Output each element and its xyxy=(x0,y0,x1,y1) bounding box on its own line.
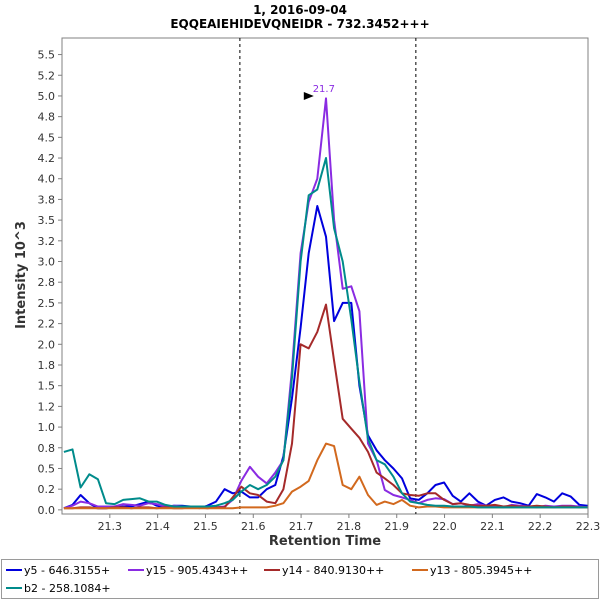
peak-arrow-icon xyxy=(303,91,314,100)
y-tick-label: 1.0 xyxy=(38,421,56,434)
y-tick-label: 3.2 xyxy=(38,235,56,248)
y-tick-label: 4.8 xyxy=(38,111,56,124)
plot-frame xyxy=(61,37,589,515)
legend-entry: y15 - 905.4343++ xyxy=(146,564,248,577)
peak-boundaries xyxy=(239,38,417,514)
legend-box xyxy=(1,559,599,599)
x-tick-label: 21.3 xyxy=(98,520,123,533)
y-tick-label: 0.2 xyxy=(38,483,56,496)
y-tick-label: 3.8 xyxy=(38,193,56,206)
y-tick-label: 0.0 xyxy=(38,504,56,517)
peak-label: 21.7 xyxy=(313,84,335,95)
y-tick-label: 4.0 xyxy=(38,173,56,186)
y-tick-label: 1.8 xyxy=(38,359,56,372)
x-tick-label: 21.5 xyxy=(193,520,218,533)
x-tick-label: 21.7 xyxy=(289,520,314,533)
x-tick-label: 21.9 xyxy=(384,520,409,533)
legend-entry: y14 - 840.9130++ xyxy=(282,564,384,577)
y-tick-label: 2.2 xyxy=(38,318,56,331)
x-tick-label: 21.6 xyxy=(241,520,266,533)
y-axis-label: Intensity 10^3 xyxy=(14,221,29,329)
peak-annotation: 21.7 xyxy=(303,84,335,100)
x-tick-label: 22.0 xyxy=(432,520,457,533)
y-tick-label: 3.5 xyxy=(38,214,56,227)
x-tick-label: 21.8 xyxy=(337,520,362,533)
series-line xyxy=(63,157,588,509)
legend-entry: y13 - 805.3945++ xyxy=(430,564,532,577)
y-tick-label: 2.8 xyxy=(38,276,56,289)
x-tick-label: 21.4 xyxy=(145,520,170,533)
y-tick-label: 5.2 xyxy=(38,69,56,82)
plot-area xyxy=(61,37,589,515)
y-tick-label: 2.5 xyxy=(38,297,56,310)
series-lines xyxy=(63,97,588,510)
y-tick-label: 1.2 xyxy=(38,400,56,413)
y-tick-label: 3.0 xyxy=(38,256,56,269)
legend: y5 - 646.3155+ y15 - 905.4343++ y14 - 840.… xyxy=(1,559,599,599)
chart-subtitle: EQQEAIEHIDEVQNEIDR - 732.3452+++ xyxy=(170,17,429,31)
y-tick-label: 0.5 xyxy=(38,462,56,475)
x-tick-label: 22.3 xyxy=(576,520,600,533)
legend-entry: y5 - 646.3155+ xyxy=(24,564,110,577)
y-tick-label: 0.8 xyxy=(38,442,56,455)
x-axis: 21.3 21.4 21.5 21.6 21.7 21.8 21.9 22.0 22.1 22.2… xyxy=(98,514,600,533)
chart-title: 1, 2016-09-04 xyxy=(253,3,347,17)
y-axis: 0.0 0.2 0.5 0.8 1.0 1.2 1.5 1.8 2.0 2.2 2.5 2.8 3.0 3… xyxy=(38,49,62,517)
y-tick-label: 5.5 xyxy=(38,49,56,62)
y-tick-label: 4.2 xyxy=(38,152,56,165)
x-tick-label: 22.2 xyxy=(528,520,553,533)
legend-entry: b2 - 258.1084+ xyxy=(24,582,111,595)
x-tick-label: 22.1 xyxy=(480,520,505,533)
y-tick-label: 4.5 xyxy=(38,131,56,144)
x-axis-label: Retention Time xyxy=(269,534,381,549)
y-tick-label: 1.5 xyxy=(38,380,56,393)
y-tick-label: 5.0 xyxy=(38,90,56,103)
y-tick-label: 2.0 xyxy=(38,338,56,351)
